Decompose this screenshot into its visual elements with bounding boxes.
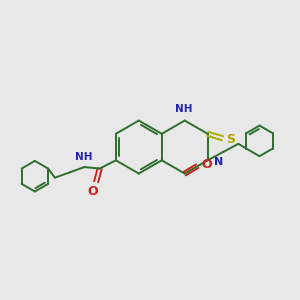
Text: O: O	[201, 158, 212, 171]
Text: O: O	[87, 185, 98, 198]
Text: NH: NH	[75, 152, 92, 162]
Text: N: N	[214, 157, 224, 167]
Text: NH: NH	[175, 104, 192, 114]
Text: S: S	[226, 133, 236, 146]
